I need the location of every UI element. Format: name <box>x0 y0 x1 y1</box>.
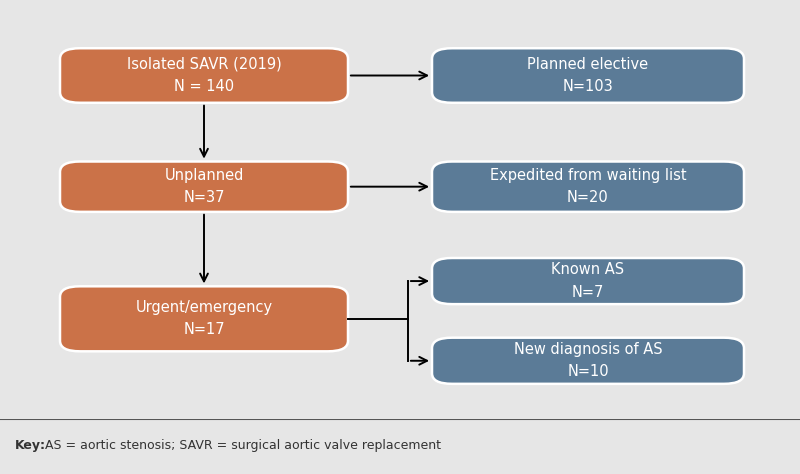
FancyBboxPatch shape <box>432 162 744 212</box>
FancyBboxPatch shape <box>60 48 348 103</box>
FancyBboxPatch shape <box>432 337 744 384</box>
Text: Planned elective
N=103: Planned elective N=103 <box>527 57 649 94</box>
Text: Isolated SAVR (2019)
N = 140: Isolated SAVR (2019) N = 140 <box>126 57 282 94</box>
FancyBboxPatch shape <box>432 48 744 103</box>
Text: Key:: Key: <box>14 439 46 452</box>
FancyBboxPatch shape <box>60 286 348 351</box>
Text: Unplanned
N=37: Unplanned N=37 <box>164 168 244 205</box>
Text: Urgent/emergency
N=17: Urgent/emergency N=17 <box>135 300 273 337</box>
Text: New diagnosis of AS
N=10: New diagnosis of AS N=10 <box>514 342 662 379</box>
Text: Expedited from waiting list
N=20: Expedited from waiting list N=20 <box>490 168 686 205</box>
FancyBboxPatch shape <box>432 258 744 304</box>
Text: Known AS
N=7: Known AS N=7 <box>551 263 625 300</box>
Text: AS = aortic stenosis; SAVR = surgical aortic valve replacement: AS = aortic stenosis; SAVR = surgical ao… <box>41 439 441 452</box>
FancyBboxPatch shape <box>60 162 348 212</box>
